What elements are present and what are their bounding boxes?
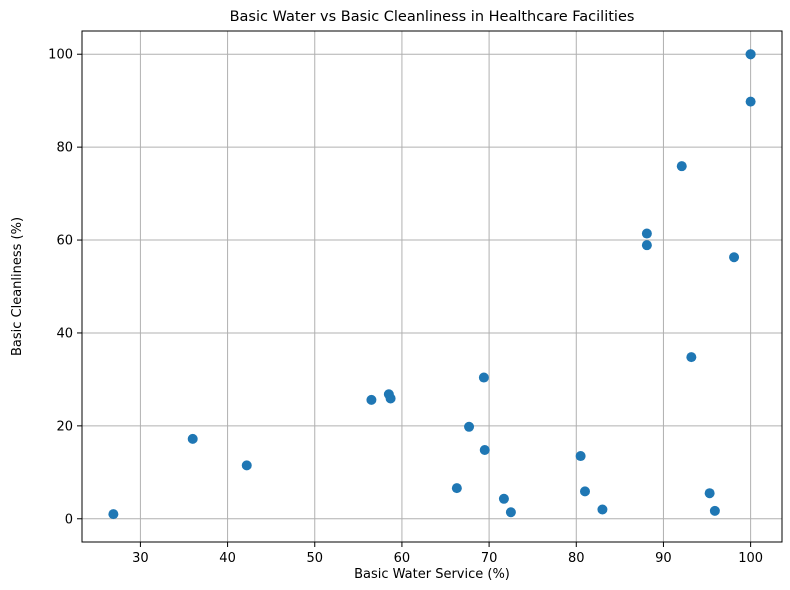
- grid: [82, 31, 782, 542]
- data-point: [241, 460, 252, 471]
- x-tick-label: 70: [481, 551, 498, 566]
- data-point: [575, 451, 586, 462]
- data-point: [676, 161, 687, 172]
- data-point: [745, 96, 756, 107]
- x-tick-label: 60: [394, 551, 411, 566]
- data-points: [108, 49, 756, 520]
- x-tick-label: 90: [655, 551, 672, 566]
- y-tick-label: 60: [56, 234, 73, 249]
- x-tick-label: 30: [132, 551, 149, 566]
- data-point: [464, 421, 475, 432]
- data-point: [366, 394, 377, 405]
- data-point: [187, 433, 198, 444]
- x-tick-label: 100: [738, 551, 763, 566]
- data-point: [108, 509, 119, 520]
- y-tick-label: 20: [56, 419, 73, 434]
- x-tick-label: 50: [306, 551, 323, 566]
- data-point: [704, 488, 715, 499]
- data-point: [498, 493, 509, 504]
- data-point: [641, 228, 652, 239]
- data-point: [505, 507, 516, 518]
- data-point: [479, 445, 490, 456]
- y-tick-label: 0: [65, 512, 73, 527]
- axis-ticks: 30 40 50 60 70 80 90 100 0 20 40 60 80 100: [48, 48, 763, 566]
- data-point: [597, 504, 608, 515]
- y-axis-label: Basic Cleanliness (%): [10, 217, 25, 356]
- x-axis-label: Basic Water Service (%): [354, 567, 510, 582]
- data-point: [478, 372, 489, 383]
- data-point: [451, 483, 462, 494]
- chart-title: Basic Water vs Basic Cleanliness in Heal…: [230, 9, 635, 25]
- y-tick-label: 100: [48, 48, 73, 63]
- data-point: [686, 352, 697, 363]
- data-point: [745, 49, 756, 60]
- plot-frame: [81, 30, 783, 543]
- data-point: [579, 486, 590, 497]
- x-tick-label: 40: [219, 551, 236, 566]
- data-point: [641, 240, 652, 251]
- data-point: [385, 393, 396, 404]
- y-tick-label: 40: [56, 326, 73, 341]
- y-tick-label: 80: [56, 141, 73, 156]
- x-tick-label: 80: [568, 551, 585, 566]
- data-point: [729, 252, 740, 263]
- data-point: [709, 505, 720, 516]
